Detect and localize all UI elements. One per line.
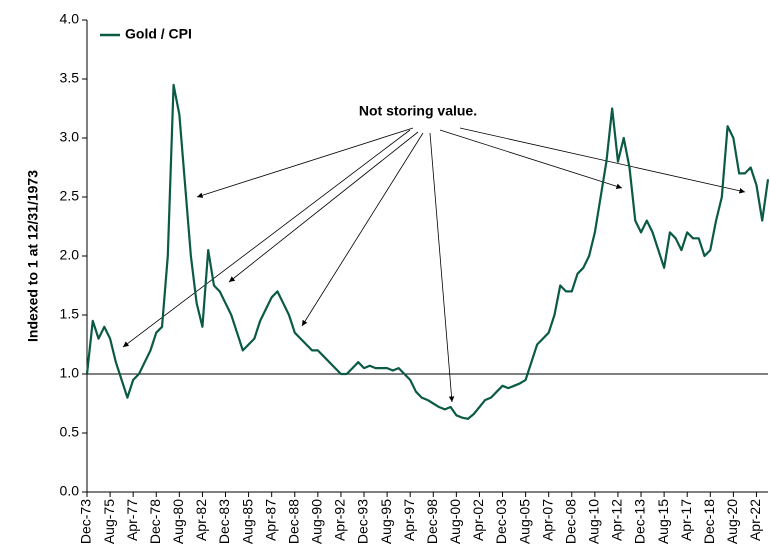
x-tick-label: Dec-83 [216, 499, 232, 544]
x-tick-label: Apr-82 [193, 499, 209, 541]
x-tick-label: Apr-22 [747, 499, 763, 541]
y-tick-label: 3.0 [60, 129, 80, 145]
x-tick-label: Aug-00 [447, 499, 463, 544]
x-tick-label: Apr-92 [332, 499, 348, 541]
y-tick-label: 2.0 [60, 247, 80, 263]
x-tick-label: Apr-02 [470, 499, 486, 541]
y-tick-label: 2.5 [60, 188, 80, 204]
x-tick-label: Dec-88 [285, 499, 301, 544]
y-tick-label: 1.0 [60, 365, 80, 381]
x-tick-label: Apr-77 [124, 499, 140, 541]
annotation: Not storing value. [359, 103, 477, 119]
x-tick-label: Dec-03 [493, 499, 509, 544]
x-tick-label: Dec-13 [632, 499, 648, 544]
x-tick-label: Aug-75 [101, 499, 117, 544]
x-tick-label: Aug-05 [516, 499, 532, 544]
y-tick-label: 3.5 [60, 70, 80, 86]
x-tick-label: Aug-15 [655, 499, 671, 544]
x-tick-label: Dec-98 [424, 499, 440, 544]
x-tick-label: Aug-95 [378, 499, 394, 544]
x-tick-label: Aug-85 [239, 499, 255, 544]
y-tick-label: 4.0 [60, 11, 80, 27]
line [85, 83, 770, 420]
x-tick-label: Apr-12 [609, 499, 625, 541]
x-tick-label: Dec-93 [355, 499, 371, 544]
x-tick-label: Aug-80 [170, 499, 186, 544]
y-tick-label: 0.0 [60, 483, 80, 499]
y-tick-label: 0.5 [60, 424, 80, 440]
y-tick-label: 1.5 [60, 306, 80, 322]
x-tick-label: Aug-20 [724, 499, 740, 544]
x-tick-label: Apr-87 [262, 499, 278, 541]
annotation-arrows [122, 127, 746, 403]
x-tick-label: Dec-73 [78, 499, 94, 544]
legend-label: Gold / CPI [125, 26, 192, 42]
x-tick-label: Aug-10 [586, 499, 602, 544]
x-tick-label: Aug-90 [309, 499, 325, 544]
x-tick-label: Apr-07 [539, 499, 555, 541]
x-tick-label: Dec-08 [562, 499, 578, 544]
x-tick-label: Apr-17 [678, 499, 694, 541]
x-tick-label: Apr-97 [401, 499, 417, 541]
x-tick-label: Dec-78 [147, 499, 163, 544]
x-tick-label: Dec-18 [701, 499, 717, 544]
y-axis-label: Indexed to 1 at 12/31/1973 [25, 170, 41, 342]
